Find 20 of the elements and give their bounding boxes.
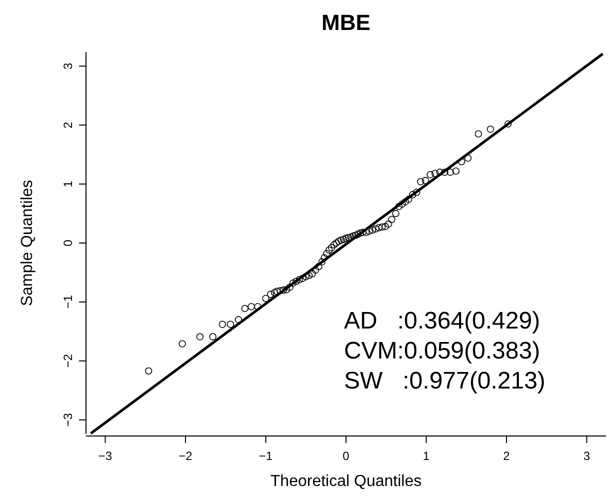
x-tick-label: 2 xyxy=(503,449,510,463)
x-tick-label: 1 xyxy=(422,449,430,463)
y-tick-label: 3 xyxy=(61,62,75,70)
y-tick-label: 2 xyxy=(61,121,75,128)
y-tick-label: −2 xyxy=(61,354,75,368)
annotation: SW :0.977(0.213) xyxy=(344,367,546,394)
x-tick-label: −2 xyxy=(178,449,193,463)
annotation: CVM:0.059(0.383) xyxy=(344,337,540,364)
x-tick-label: −3 xyxy=(98,449,112,463)
annotation: AD :0.364(0.429) xyxy=(344,307,540,334)
chart-title: MBE xyxy=(322,10,370,35)
y-tick-label: −1 xyxy=(61,294,75,309)
x-tick-label: 3 xyxy=(583,449,590,463)
x-tick-label: −1 xyxy=(258,449,273,463)
x-tick-label: 0 xyxy=(342,449,350,463)
x-axis-title: Theoretical Quantiles xyxy=(270,473,422,490)
y-tick-label: −3 xyxy=(61,412,75,427)
y-axis-title: Sample Quantiles xyxy=(19,180,36,306)
y-tick-label: 1 xyxy=(61,180,75,188)
y-tick-label: 0 xyxy=(61,239,75,246)
